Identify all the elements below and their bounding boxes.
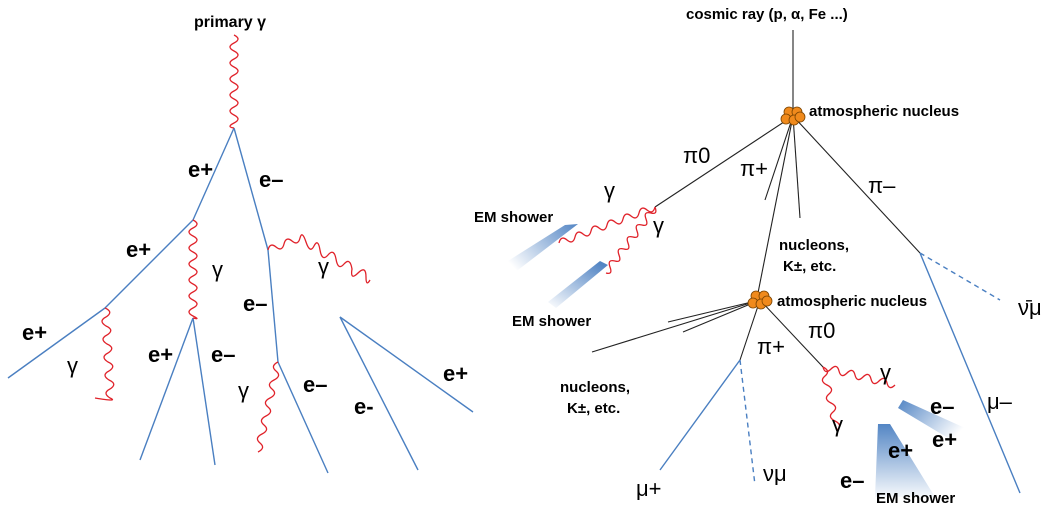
label-e-minus-3: e– xyxy=(243,291,267,316)
label-e-plus-a: e+ xyxy=(932,427,957,452)
label-nucleons-1: nucleons, xyxy=(779,237,849,254)
label-anti-nu-mu: ν̄μ xyxy=(1018,295,1041,320)
right-labels: cosmic ray (p, α, Fe ...) atmospheric nu… xyxy=(474,6,1041,507)
label-nu-mu: νμ xyxy=(763,461,787,486)
label-e-minus-4: e– xyxy=(303,372,327,397)
photon-wiggle-4 xyxy=(256,361,280,453)
primary-photon-wiggle xyxy=(229,34,239,129)
label-e-minus-1: e– xyxy=(259,167,283,192)
label-gamma-a: γ xyxy=(604,178,615,203)
label-nucleus-1: atmospheric nucleus xyxy=(809,103,959,120)
photon-wiggle-2 xyxy=(94,307,115,401)
label-pi0-1: π0 xyxy=(683,143,710,168)
label-gamma-b: γ xyxy=(653,213,664,238)
nucleus-lower xyxy=(747,290,773,310)
label-e-plus-1: e+ xyxy=(188,157,213,182)
label-em-shower-2: EM shower xyxy=(512,313,591,330)
label-e-plus-5: e+ xyxy=(443,361,468,386)
label-e-minus-a: e– xyxy=(930,394,954,419)
label-nucleons-2: nucleons, xyxy=(560,379,630,396)
label-e-plus-b: e+ xyxy=(888,438,913,463)
label-gamma-4: γ xyxy=(238,378,249,403)
label-em-shower-1: EM shower xyxy=(474,209,553,226)
left-title: primary γ xyxy=(194,14,266,31)
photon-lines xyxy=(94,34,371,453)
label-kaons-2: K±, etc. xyxy=(567,400,620,417)
photon-wiggle-d xyxy=(821,366,841,431)
label-gamma-1: γ xyxy=(212,257,223,282)
muon-lines xyxy=(659,252,1021,494)
em-cascade xyxy=(7,34,474,474)
lepton-lines xyxy=(7,127,474,474)
photon-wiggle-1 xyxy=(188,219,198,320)
label-nucleus-2: atmospheric nucleus xyxy=(777,293,927,310)
neutrino-lines xyxy=(739,252,1001,486)
label-e-plus-2: e+ xyxy=(126,237,151,262)
label-kaons-1: K±, etc. xyxy=(783,258,836,275)
em-shower-cones xyxy=(500,224,965,497)
label-gamma-d: γ xyxy=(832,412,843,437)
label-gamma-c: γ xyxy=(880,360,891,385)
label-pi-minus: π– xyxy=(868,173,896,198)
label-mu-plus: μ+ xyxy=(636,476,662,501)
left-labels: primary γ e+ e– e+ γ γ e+ γ e+ e– e– γ e… xyxy=(22,14,468,419)
nucleus-upper xyxy=(780,106,806,126)
photon-wiggle-c xyxy=(822,365,896,389)
label-em-shower-3: EM shower xyxy=(876,490,955,507)
label-gamma-3: γ xyxy=(67,353,78,378)
photon-wiggle-b xyxy=(605,206,657,275)
label-mu-minus: μ– xyxy=(987,389,1013,414)
photon-wiggle-a xyxy=(558,206,656,244)
label-e-plus-4: e+ xyxy=(148,342,173,367)
label-pi-plus-2: π+ xyxy=(757,334,785,359)
label-e-minus-2: e– xyxy=(211,342,235,367)
photon-lines-right xyxy=(558,206,896,431)
label-pi0-2: π0 xyxy=(808,318,835,343)
hadronic-shower xyxy=(500,30,1021,497)
label-e-plus-3: e+ xyxy=(22,320,47,345)
hadron-lines xyxy=(591,30,921,368)
photon-wiggle-3 xyxy=(267,234,371,284)
label-e-minus-b: e– xyxy=(840,468,864,493)
label-pi-plus-1: π+ xyxy=(740,156,768,181)
right-title: cosmic ray (p, α, Fe ...) xyxy=(686,6,848,23)
label-e-minus-5: e- xyxy=(354,394,374,419)
label-gamma-2: γ xyxy=(318,254,329,279)
